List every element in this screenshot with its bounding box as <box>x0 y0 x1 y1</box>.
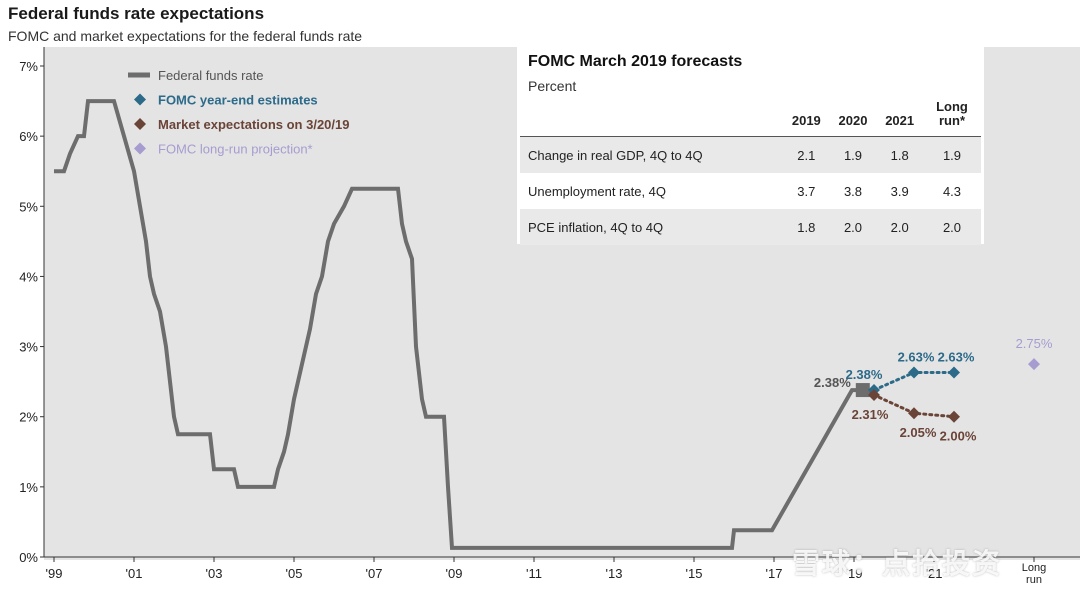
x-tick-label: '01 <box>126 566 143 581</box>
chart-subtitle: FOMC and market expectations for the fed… <box>8 28 363 44</box>
y-tick-label: 3% <box>19 340 38 355</box>
x-tick-label: '07 <box>366 566 383 581</box>
x-tick-label: '17 <box>766 566 783 581</box>
current-rate-marker <box>855 383 870 398</box>
cell-value: 4.3 <box>942 183 962 199</box>
fomc-estimate-label: 2.38% <box>846 367 883 382</box>
header-2021: 2021 <box>885 113 915 128</box>
x-tick-label: '21 <box>926 566 943 581</box>
forecast-table-subtitle: Percent <box>528 78 577 94</box>
fomc-estimate-label: 2.63% <box>938 350 975 365</box>
y-tick-label: 0% <box>19 550 38 565</box>
legend-label: Federal funds rate <box>158 68 264 83</box>
x-tick-label: '19 <box>846 566 863 581</box>
x-tick-label: Long run <box>1022 562 1046 586</box>
x-tick-label: '99 <box>46 566 63 581</box>
cell-value: 1.9 <box>942 147 962 163</box>
y-tick-label: 5% <box>19 199 38 214</box>
cell-value: 2.1 <box>797 147 816 163</box>
header-blank <box>520 98 783 137</box>
row-label: PCE inflation, 4Q to 4Q <box>528 219 664 235</box>
cell-value: 1.9 <box>843 147 863 163</box>
watermark-text: 雪球：点拾投资 <box>792 548 1003 579</box>
y-tick-label: 4% <box>19 269 38 284</box>
forecast-table-title: FOMC March 2019 forecasts <box>528 53 743 70</box>
cell-value: 2.0 <box>942 219 962 235</box>
cell-value: 2.0 <box>843 219 863 235</box>
market-expectation-label: 2.31% <box>852 407 889 422</box>
x-tick-label: '03 <box>206 566 223 581</box>
market-expectation-point <box>908 407 920 420</box>
x-tick-label: '09 <box>446 566 463 581</box>
market-expectation-label: 2.00% <box>940 429 977 444</box>
legend-label: Market expectations on 3/20/19 <box>158 117 349 132</box>
current-rate-label: 2.38% <box>814 375 851 390</box>
forecast-table-box: FOMC March 2019 forecasts Percent 2019 2… <box>517 43 984 245</box>
legend-label: FOMC long-run projection* <box>158 142 313 157</box>
cell-value: 1.8 <box>797 219 816 235</box>
legend-label: FOMC year-end estimates <box>158 93 318 108</box>
y-tick-label: 7% <box>19 59 38 74</box>
legend-swatch-diamond <box>134 93 146 106</box>
x-tick-label: '15 <box>686 566 703 581</box>
y-tick-label: 6% <box>19 129 38 144</box>
cell-value: 3.7 <box>797 183 816 199</box>
row-label: Change in real GDP, 4Q to 4Q <box>528 147 703 163</box>
cell-value: 3.9 <box>890 183 909 199</box>
x-tick-label: '13 <box>606 566 623 581</box>
chart-title: Federal funds rate expectations <box>8 4 265 23</box>
cell-value: 3.8 <box>843 183 863 199</box>
cell-value: 2.0 <box>890 219 909 235</box>
row-label: Unemployment rate, 4Q <box>528 183 667 199</box>
legend-swatch-diamond <box>134 118 146 130</box>
forecast-table: 2019 2020 2021 Long run* Change in real … <box>520 98 981 245</box>
fomc-estimate-point <box>908 366 920 379</box>
fomc-estimate-label: 2.63% <box>898 350 935 365</box>
legend-swatch-line <box>128 72 150 78</box>
x-tick-label: '11 <box>526 566 542 581</box>
fed-funds-rate-line <box>54 99 863 550</box>
header-2020: 2020 <box>838 113 868 128</box>
market-expectation-label: 2.05% <box>900 425 937 440</box>
x-tick-label-line: run <box>1026 574 1042 586</box>
cell-value: 1.8 <box>890 147 909 163</box>
table-row: Unemployment rate, 4Q 3.7 3.8 3.9 4.3 <box>520 173 981 209</box>
long-run-projection-label: 2.75% <box>1016 336 1053 351</box>
market-expectation-point <box>948 410 960 423</box>
y-tick-label: 2% <box>19 410 38 425</box>
market-expectation-point <box>868 388 880 401</box>
x-tick-label: '05 <box>286 566 303 581</box>
legend-swatch-diamond <box>134 142 146 155</box>
forecast-table-header: 2019 2020 2021 Long run* <box>520 98 981 137</box>
table-row: Change in real GDP, 4Q to 4Q 2.1 1.9 1.8… <box>520 136 981 173</box>
fomc-estimate-point <box>948 366 960 379</box>
long-run-projection-point <box>1028 358 1040 371</box>
x-tick-label-line: Long <box>1022 562 1046 574</box>
table-row: PCE inflation, 4Q to 4Q 1.8 2.0 2.0 2.0 <box>520 209 981 245</box>
header-long-run: Long run* <box>936 99 968 128</box>
y-tick-label: 1% <box>19 480 38 495</box>
header-2019: 2019 <box>791 113 821 128</box>
